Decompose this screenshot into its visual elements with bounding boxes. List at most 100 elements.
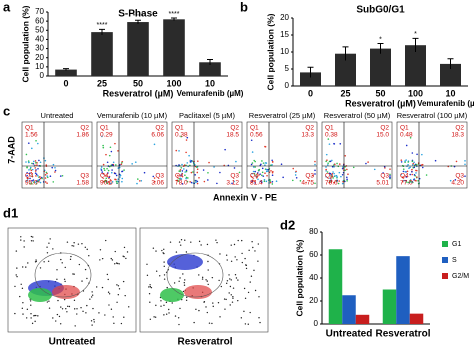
event-dot	[326, 171, 329, 173]
event-dot	[60, 258, 62, 261]
event-dot	[248, 249, 250, 252]
event-dot	[244, 257, 246, 260]
event-dot	[66, 241, 69, 243]
event-dot	[225, 282, 228, 285]
panel-label: c	[3, 103, 10, 118]
quadrant-label: Q1	[25, 125, 34, 132]
event-dot	[52, 163, 55, 166]
event-dot	[328, 181, 331, 184]
event-dot	[282, 176, 284, 179]
y-tick-label: 10	[35, 62, 44, 71]
event-dot	[64, 266, 66, 269]
event-dot	[252, 170, 255, 173]
event-dot	[119, 164, 121, 166]
quadrant-label: Q4	[250, 173, 259, 180]
event-dot	[402, 168, 405, 170]
x-tick-label: 0	[63, 78, 68, 88]
event-dot	[26, 177, 29, 180]
event-dot	[153, 143, 156, 146]
quadrant-value: 13.3	[301, 132, 314, 139]
event-dot	[186, 162, 189, 164]
event-dot	[48, 307, 51, 309]
event-dot	[178, 164, 180, 166]
event-dot	[72, 245, 75, 247]
quadrant-label: Q1	[175, 125, 184, 132]
event-dot	[64, 280, 66, 283]
event-dot	[271, 160, 274, 163]
event-dot	[407, 161, 410, 163]
event-dot	[336, 176, 338, 178]
event-dot	[327, 138, 330, 140]
event-dot	[26, 174, 28, 177]
event-dot	[194, 174, 196, 176]
event-dot	[34, 172, 37, 174]
population	[167, 254, 203, 270]
event-dot	[56, 278, 58, 280]
event-dot	[401, 180, 404, 183]
event-dot	[184, 279, 186, 281]
quadrant-label: Q2	[80, 125, 89, 132]
significance: ****	[133, 13, 144, 20]
event-dot	[51, 166, 54, 169]
event-dot	[196, 166, 198, 168]
event-dot	[81, 242, 83, 245]
event-dot	[78, 263, 81, 266]
event-dot	[241, 261, 244, 264]
event-dot	[114, 263, 116, 265]
event-dot	[35, 139, 37, 142]
event-dot	[25, 161, 27, 163]
x-tick-label: 100	[408, 88, 423, 98]
event-dot	[26, 171, 28, 174]
event-dot	[247, 291, 250, 294]
event-dot	[102, 144, 104, 147]
event-dot	[402, 176, 405, 178]
event-dot	[327, 164, 329, 166]
event-dot	[39, 267, 42, 269]
event-dot	[159, 275, 161, 277]
event-dot	[14, 312, 16, 315]
event-dot	[113, 322, 115, 325]
event-dot	[73, 308, 76, 310]
event-dot	[213, 166, 215, 168]
event-dot	[257, 243, 260, 245]
event-dot	[189, 160, 192, 163]
event-dot	[265, 180, 268, 183]
scatter-image	[7, 227, 137, 333]
gate	[34, 252, 92, 298]
event-dot	[346, 176, 348, 179]
event-dot	[271, 159, 273, 162]
event-dot	[264, 164, 266, 166]
event-dot	[237, 239, 239, 242]
event-dot	[190, 181, 193, 184]
event-dot	[91, 324, 93, 326]
event-dot	[326, 159, 328, 161]
event-dot	[259, 173, 261, 175]
event-dot	[235, 277, 238, 279]
event-dot	[325, 160, 327, 163]
event-dot	[15, 274, 17, 276]
event-dot	[232, 297, 234, 299]
event-dot	[35, 259, 37, 261]
legend-swatch	[442, 241, 448, 247]
event-dot	[185, 170, 188, 173]
event-dot	[215, 239, 217, 241]
event-dot	[271, 183, 274, 185]
event-dot	[166, 286, 168, 289]
event-dot	[400, 161, 403, 163]
event-dot	[153, 316, 155, 318]
event-dot	[181, 183, 184, 185]
event-dot	[68, 305, 71, 308]
event-dot	[195, 181, 197, 184]
event-dot	[67, 305, 69, 308]
event-dot	[245, 264, 248, 267]
event-dot	[409, 179, 411, 182]
event-dot	[152, 175, 155, 178]
panel-label: b	[240, 0, 248, 14]
event-dot	[39, 177, 42, 180]
event-dot	[143, 171, 146, 174]
event-dot	[413, 178, 415, 181]
event-dot	[183, 168, 185, 170]
event-dot	[267, 170, 269, 172]
error-bar	[377, 43, 384, 54]
bar	[127, 22, 149, 76]
